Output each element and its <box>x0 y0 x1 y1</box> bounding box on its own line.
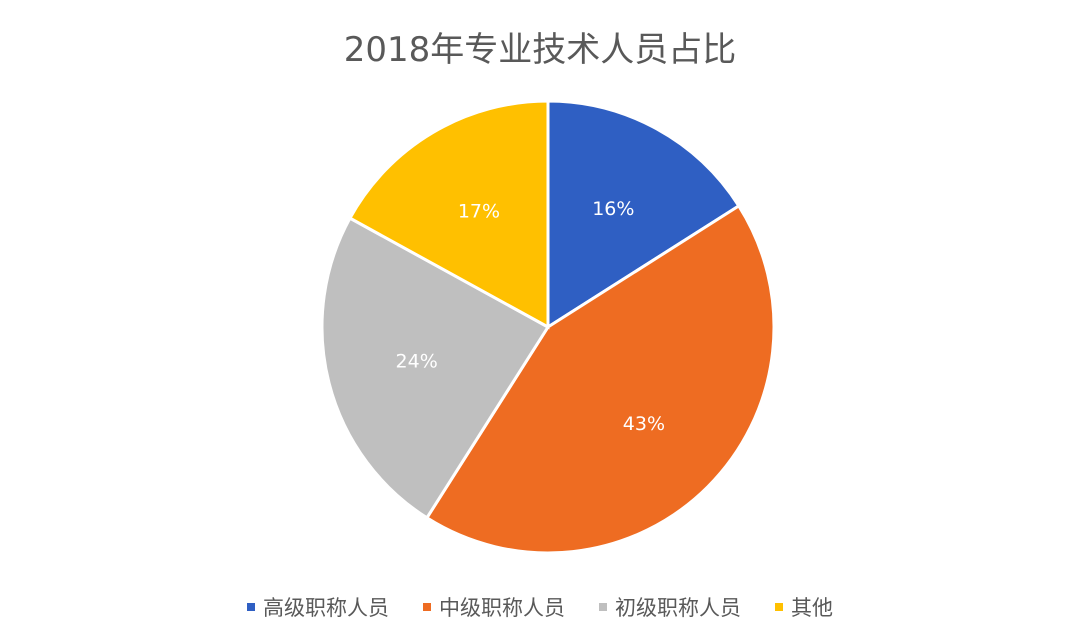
data-label: 43% <box>623 413 665 435</box>
legend-item: 其他 <box>775 592 833 622</box>
legend-swatch <box>247 603 255 611</box>
legend-label: 高级职称人员 <box>263 596 389 620</box>
legend-label: 初级职称人员 <box>615 596 741 620</box>
pie-slice <box>347 99 550 330</box>
legend-item: 中级职称人员 <box>423 592 565 622</box>
pie-slice <box>320 216 551 520</box>
legend-swatch <box>775 603 783 611</box>
data-label: 16% <box>592 198 634 220</box>
legend-item: 高级职称人员 <box>247 592 389 622</box>
legend: 高级职称人员 中级职称人员 初级职称人员 其他 <box>0 592 1080 622</box>
legend-swatch <box>599 603 607 611</box>
legend-item: 初级职称人员 <box>599 592 741 622</box>
chart-title: 2018年专业技术人员占比 <box>343 30 737 70</box>
pie-slice <box>424 203 776 555</box>
data-label: 17% <box>458 200 500 222</box>
data-label: 24% <box>396 351 438 373</box>
legend-label: 中级职称人员 <box>439 596 565 620</box>
pie-slice <box>546 99 741 330</box>
legend-swatch <box>423 603 431 611</box>
legend-label: 其他 <box>791 596 833 620</box>
